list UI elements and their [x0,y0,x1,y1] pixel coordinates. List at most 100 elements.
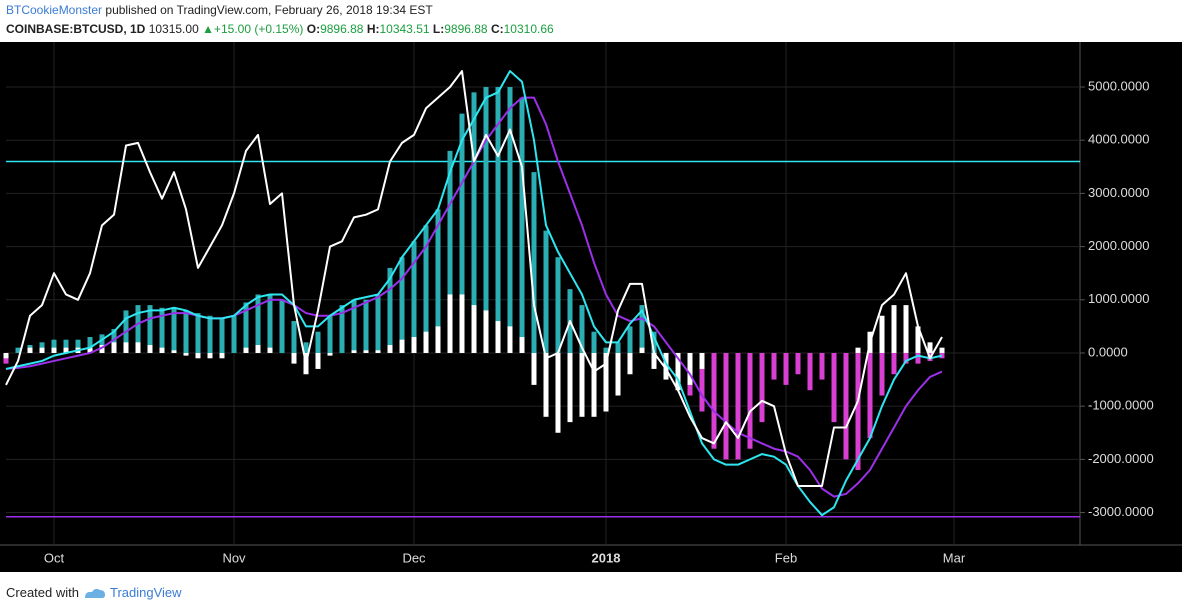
histogram-bar [159,347,165,353]
histogram-bar [27,347,33,353]
brand[interactable]: TradingView [110,585,182,600]
histogram-bar [423,331,429,353]
histogram-bar [363,350,369,353]
histogram-bar [183,310,189,353]
histogram-bar [291,321,297,353]
line-series [5,70,943,517]
histogram-bar [531,352,537,385]
histogram-bar [615,342,621,353]
histogram-bar [471,305,477,353]
histogram-bar [651,331,657,353]
histogram-bar [891,305,897,353]
histogram-bar [495,87,501,353]
low: 9896.88 [444,22,488,36]
histogram-bar [387,267,393,353]
histogram-bar [243,347,249,353]
histogram-bar [411,241,417,353]
y-tick-label: 3000.0000 [1088,185,1149,200]
histogram-bar [723,352,729,460]
x-tick-label: 2018 [592,550,621,565]
histogram-bar [471,92,477,353]
histogram-bar [459,113,465,353]
close-label: C: [490,22,504,36]
histogram-bar [819,352,825,380]
histogram-bar [63,339,69,353]
x-tick-label: Feb [775,550,797,565]
histogram-bar [15,347,21,353]
histogram-bar [627,326,633,353]
histogram-bar [111,342,117,353]
histogram-bar [135,342,141,353]
high: 10343.51 [379,22,430,36]
histogram-bar [375,350,381,353]
histogram-bar [183,352,189,356]
histogram-bar [555,257,561,353]
author[interactable]: BTCookieMonster [6,3,103,17]
histogram-bar [135,305,141,353]
histogram-bar [615,352,621,396]
histogram-bar [747,352,753,449]
published: published on TradingView.com, February 2… [105,3,433,17]
histogram-bar [123,342,129,353]
histogram-bar [843,352,849,460]
histogram-bar [915,326,921,353]
histogram-bar [315,352,321,369]
histogram-bar [255,294,261,353]
histogram-bar [699,352,705,369]
histogram-bar [387,345,393,353]
histogram-bar [627,352,633,375]
x-tick-label: Oct [44,550,65,565]
histogram-bar [327,315,333,353]
histogram-bar [939,347,945,353]
histogram-bar [855,347,861,353]
histogram-bar [447,294,453,353]
histogram-bar [555,352,561,433]
y-tick-label: 5000.0000 [1088,78,1149,93]
histogram-bar [99,345,105,353]
histogram-bar [711,352,717,449]
histogram-bar [435,326,441,353]
histogram-bar [39,347,45,353]
histogram-bar [3,352,9,359]
histogram-bar [879,352,885,396]
histogram-bar [339,305,345,353]
histogram-bar [831,352,837,423]
histogram-bar [291,352,297,364]
histogram-bar [255,345,261,353]
x-tick-label: Dec [402,550,426,565]
histogram-bar [579,305,585,353]
histogram-bar [639,347,645,353]
histogram-bar [351,350,357,353]
histogram-bar [903,305,909,353]
histogram-bar [543,230,549,353]
histogram-bar [795,352,801,375]
histogram-bar [243,302,249,353]
y-tick-label: -2000.0000 [1088,451,1154,466]
histogram-bar [783,352,789,385]
histogram-bar [315,331,321,353]
histogram-bar [507,326,513,353]
footer: Created with TradingView [6,583,182,600]
histogram-bar [411,337,417,353]
histogram-bar [903,352,909,364]
histogram-bar [927,342,933,353]
y-tick-label: 4000.0000 [1088,132,1149,147]
histogram-bar [171,307,177,353]
histogram-bar [855,352,861,470]
histogram-bar [303,342,309,353]
histogram-bar [603,347,609,353]
histogram-bar [567,352,573,423]
histogram-bar [519,97,525,353]
symbol: COINBASE:BTCUSD, 1D [6,22,146,36]
x-tick-label: Mar [943,550,966,565]
histogram-bar [675,352,681,391]
histogram-bar [891,352,897,375]
chart-background [0,42,1182,572]
histogram-bar [147,345,153,353]
histogram-bar [51,339,57,353]
histogram-bar [687,352,693,385]
histogram-bar [219,352,225,359]
histogram-bar [663,352,669,380]
y-tick-label: 2000.0000 [1088,238,1149,253]
